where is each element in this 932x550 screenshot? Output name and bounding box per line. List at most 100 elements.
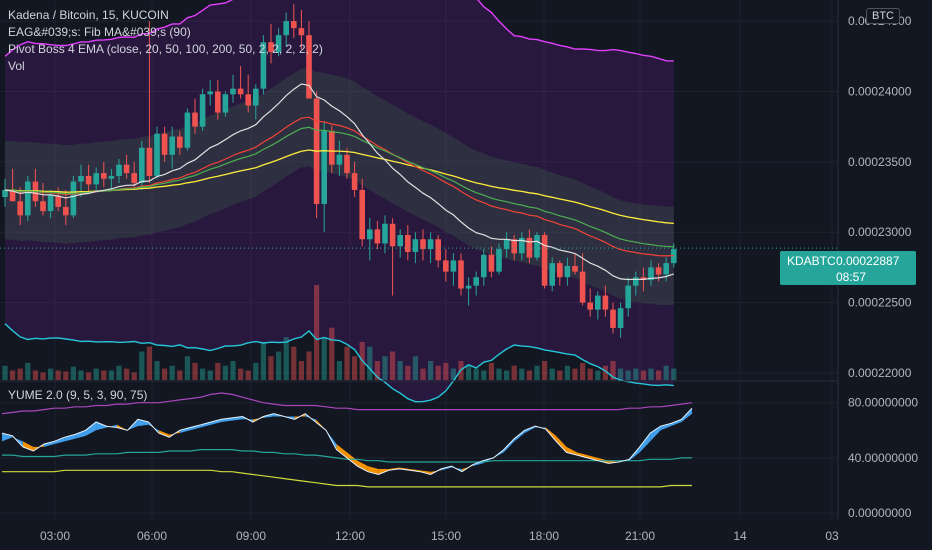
candle-body: [55, 195, 61, 207]
volume-bar: [116, 365, 122, 380]
candle-body: [617, 308, 624, 328]
indicator-yume[interactable]: YUME 2.0 (9, 5, 3, 90, 75): [8, 388, 148, 402]
ema-50-line: [4, 126, 674, 248]
yume-fill-segment: [514, 430, 525, 442]
x-tick-label: 18:00: [529, 529, 559, 543]
yume-fill-segment: [54, 437, 65, 445]
volume-bar: [283, 337, 289, 380]
candle-body: [420, 239, 426, 250]
candle-body: [9, 190, 16, 202]
volume-bar: [420, 368, 426, 380]
volume-bar: [253, 362, 259, 380]
candle-body: [625, 285, 631, 309]
upper-band-line: [4, 0, 674, 62]
volume-bar: [466, 365, 472, 380]
candle-body: [579, 271, 586, 303]
volume-bar: [572, 368, 578, 380]
volume-bar: [108, 370, 114, 380]
yume-fill-segment: [22, 441, 34, 451]
volume-bar: [131, 372, 137, 380]
volume-bar: [215, 362, 221, 380]
osc-y-tick-label: 0.00000000: [848, 506, 912, 520]
volume-bar: [169, 365, 175, 380]
candle-body: [40, 201, 46, 212]
volume-bar: [2, 365, 8, 380]
y-tick-label: 0.00022000: [848, 366, 912, 380]
candle-body: [230, 88, 236, 95]
candle-body: [139, 147, 145, 183]
candle-body: [526, 237, 533, 258]
x-tick-label: 21:00: [625, 529, 655, 543]
currency-button[interactable]: BTC: [866, 8, 900, 24]
candle-body: [146, 147, 153, 176]
candle-body: [131, 173, 137, 183]
candle-body: [101, 173, 107, 179]
candle-body: [557, 263, 563, 278]
volume-bar: [200, 368, 206, 380]
candle-body: [321, 130, 327, 205]
volume-bar: [390, 351, 396, 380]
volume-bar: [55, 370, 61, 380]
volume-bar: [260, 342, 266, 380]
candle-body: [374, 229, 381, 244]
yume-fill-segment: [671, 419, 682, 427]
volume-bar: [238, 368, 244, 380]
candle-body: [458, 260, 464, 289]
yume-fill-segment: [75, 430, 86, 439]
volume-bar: [656, 370, 662, 380]
candle-body: [488, 254, 495, 272]
candle-body: [215, 91, 221, 113]
candle-body: [496, 249, 502, 272]
osc-y-tick-label: 40.00000000: [848, 451, 918, 465]
volume-bar: [222, 365, 228, 380]
candle-body: [207, 91, 213, 95]
volume-bar: [534, 365, 540, 380]
candle-body: [405, 235, 411, 252]
price-tag-symbol: KDABTC: [787, 254, 836, 268]
candle-body: [427, 239, 434, 250]
candle-body: [602, 295, 609, 310]
yume-lower-line: [2, 469, 692, 488]
yume-fill-segment: [190, 424, 201, 431]
candle-body: [245, 94, 251, 106]
volume-bar: [139, 351, 145, 380]
yume-fill-segment: [357, 460, 368, 472]
candle-body: [534, 235, 540, 258]
candle-body: [329, 130, 335, 165]
candle-body: [648, 267, 654, 281]
x-tick-label: 06:00: [137, 529, 167, 543]
x-tick-label: 15:00: [431, 529, 461, 543]
yume-fill-segment: [211, 419, 222, 425]
volume-bar: [625, 370, 631, 380]
candle-body: [519, 237, 525, 254]
volume-bar: [245, 370, 251, 380]
candle-body: [154, 133, 160, 176]
candle-body: [541, 235, 548, 286]
volume-bar: [640, 370, 646, 380]
indicator-volume[interactable]: Vol: [8, 59, 25, 73]
volume-bar: [63, 371, 69, 380]
candle-body: [511, 239, 517, 254]
indicator-fib-ma[interactable]: EAG&#039;s: Fib MA&#039;s (90): [8, 25, 191, 39]
candle-body: [161, 133, 168, 155]
volume-bar: [511, 365, 517, 380]
price-tag-value: 0.00022887: [836, 254, 900, 268]
volume-bar: [663, 365, 669, 380]
yume-fill-segment: [660, 423, 672, 431]
x-tick-label: 03:00: [40, 529, 70, 543]
volume-bar: [397, 361, 403, 380]
yume-fill-segment: [482, 457, 494, 464]
yume-fill-segment: [587, 455, 598, 461]
volume-bar: [329, 327, 335, 380]
candle-body: [412, 239, 419, 252]
x-tick-label: 12:00: [335, 529, 365, 543]
volume-bar: [374, 361, 380, 380]
volume-bar: [146, 346, 152, 380]
last-price-tag: KDABTC 0.00022887 08:57: [780, 251, 916, 285]
x-tick-label: 14: [733, 529, 747, 543]
candle-body: [116, 164, 122, 176]
volume-bar: [367, 346, 373, 380]
candle-body: [595, 295, 601, 310]
indicator-pivot-boss[interactable]: Pivot Boss 4 EMA (close, 20, 50, 100, 20…: [8, 42, 323, 56]
